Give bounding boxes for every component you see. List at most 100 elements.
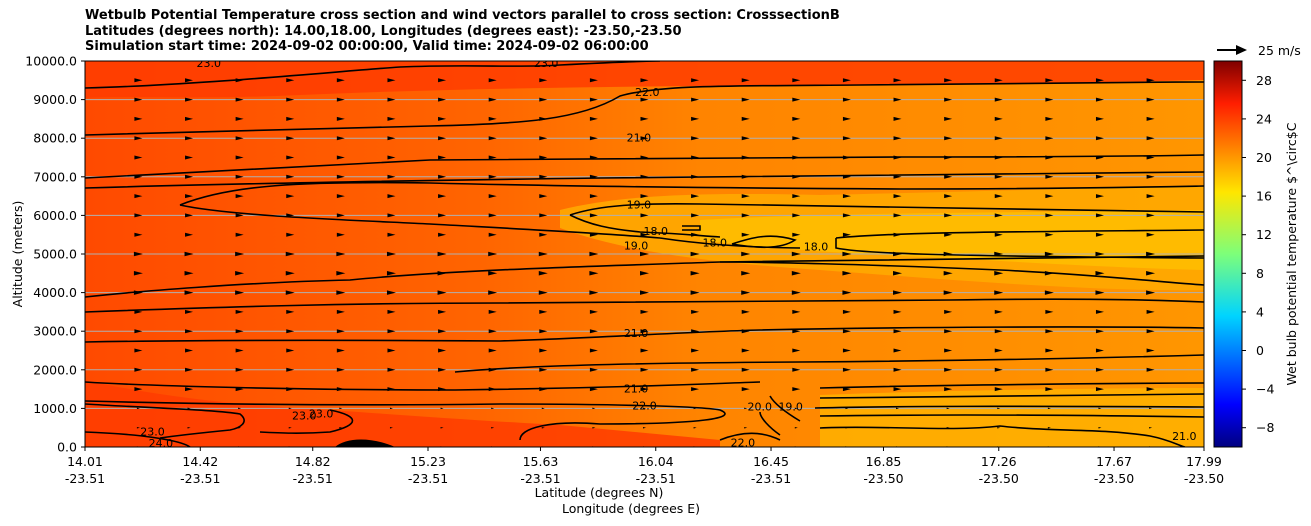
wind-vector bbox=[741, 271, 751, 276]
wind-vector bbox=[1045, 174, 1054, 179]
wind-vector bbox=[792, 174, 801, 179]
wind-vector bbox=[842, 213, 851, 218]
wind-vector bbox=[185, 194, 194, 199]
wind-vector bbox=[589, 329, 598, 334]
wind-vector bbox=[741, 329, 750, 334]
wind-vector bbox=[134, 97, 143, 102]
contour-line bbox=[85, 298, 1204, 313]
wind-vector bbox=[539, 116, 548, 121]
contour-line bbox=[835, 229, 1204, 239]
wind-vector bbox=[1146, 213, 1155, 218]
wind-vector bbox=[842, 348, 851, 353]
wind-vector bbox=[1095, 213, 1104, 218]
wind-vector bbox=[336, 329, 345, 334]
contour-line bbox=[85, 154, 1204, 179]
wind-vector bbox=[589, 271, 599, 276]
wind-vector bbox=[286, 78, 295, 83]
wind-vector bbox=[794, 426, 798, 429]
wind-vector bbox=[1149, 426, 1153, 429]
wind-vector bbox=[1045, 348, 1054, 353]
x-tick-label-lon: -23.50 bbox=[1094, 471, 1134, 486]
wind-vector bbox=[589, 387, 598, 392]
contour-line bbox=[85, 381, 761, 391]
wind-vector bbox=[438, 387, 447, 392]
wind-vector bbox=[1146, 387, 1155, 392]
wind-vector bbox=[488, 213, 497, 218]
wind-vector bbox=[438, 155, 447, 160]
contour-label: 23.0 bbox=[292, 409, 317, 422]
wind-vector bbox=[643, 407, 646, 410]
wind-vector bbox=[134, 367, 143, 372]
wind-vector bbox=[893, 213, 902, 218]
contour-line bbox=[682, 225, 701, 231]
y-tick-label: 10000.0 bbox=[25, 54, 77, 69]
wind-vector bbox=[994, 367, 1003, 372]
wind-vector bbox=[235, 213, 244, 218]
wind-vector bbox=[387, 329, 396, 334]
wind-vector bbox=[235, 271, 245, 276]
wind-vector bbox=[185, 155, 194, 160]
wind-vector bbox=[893, 97, 902, 102]
chart-title: Wetbulb Potential Temperature cross sect… bbox=[85, 8, 840, 55]
wind-vector bbox=[893, 251, 903, 257]
wind-vector bbox=[185, 213, 194, 218]
wind-vector bbox=[1045, 232, 1054, 237]
wind-vector bbox=[691, 213, 700, 218]
wind-vector bbox=[693, 407, 697, 410]
contour-line bbox=[85, 403, 245, 439]
wind-vector bbox=[994, 309, 1003, 314]
x-tick-label-lon: -23.51 bbox=[408, 471, 448, 486]
wind-vector bbox=[285, 271, 295, 276]
x-axis-label-lon: Longitude (degrees E) bbox=[562, 501, 700, 516]
wind-vector bbox=[235, 78, 244, 83]
wind-vector bbox=[691, 387, 700, 392]
wind-vector bbox=[185, 387, 194, 392]
wind-vector bbox=[1045, 387, 1054, 392]
wind-vector bbox=[488, 174, 497, 179]
wind-vector bbox=[1044, 290, 1054, 295]
wind-vector bbox=[336, 194, 345, 199]
wind-vector bbox=[387, 78, 396, 83]
colorbar bbox=[1213, 60, 1243, 448]
y-tick-label: 1000.0 bbox=[33, 401, 77, 416]
wind-vector bbox=[640, 232, 649, 237]
wind-vector bbox=[640, 348, 649, 353]
contour-line bbox=[769, 395, 801, 422]
wind-vector bbox=[286, 97, 295, 102]
wind-vector bbox=[842, 174, 851, 179]
wind-vector bbox=[541, 407, 545, 410]
wind-vector bbox=[134, 348, 143, 353]
wind-vector bbox=[1045, 116, 1054, 121]
wind-vector bbox=[538, 290, 548, 295]
wind-vector bbox=[741, 309, 750, 314]
wind-vector bbox=[1095, 290, 1105, 295]
wind-vector bbox=[286, 213, 295, 218]
wind-vector bbox=[538, 271, 548, 276]
wind-vector bbox=[994, 136, 1003, 141]
wind-vector bbox=[741, 155, 750, 160]
wind-vector bbox=[134, 116, 143, 121]
wind-vector bbox=[286, 116, 295, 121]
wind-vector bbox=[336, 290, 346, 295]
wind-vector bbox=[1098, 426, 1102, 429]
wind-vector bbox=[997, 426, 1001, 429]
wind-vector bbox=[640, 97, 649, 102]
wind-vector bbox=[589, 309, 598, 314]
contour-line bbox=[85, 171, 1204, 189]
wind-vector bbox=[741, 367, 750, 372]
colorbar-tick-label: 28 bbox=[1256, 73, 1272, 88]
wind-vector bbox=[185, 97, 194, 102]
x-tick-label-lon: -23.51 bbox=[180, 471, 220, 486]
wind-vector bbox=[691, 78, 700, 83]
wind-vector bbox=[235, 387, 244, 392]
wind-vector bbox=[336, 116, 345, 121]
wind-vector bbox=[134, 194, 143, 199]
wind-vector bbox=[387, 232, 396, 237]
x-tick-label-lat: 14.42 bbox=[182, 454, 218, 469]
wind-vector bbox=[1146, 194, 1155, 199]
wind-vector bbox=[944, 194, 953, 199]
wind-vector bbox=[744, 426, 748, 429]
wind-vector bbox=[1146, 78, 1155, 83]
wind-vector bbox=[134, 387, 143, 392]
wind-vector bbox=[286, 194, 295, 199]
